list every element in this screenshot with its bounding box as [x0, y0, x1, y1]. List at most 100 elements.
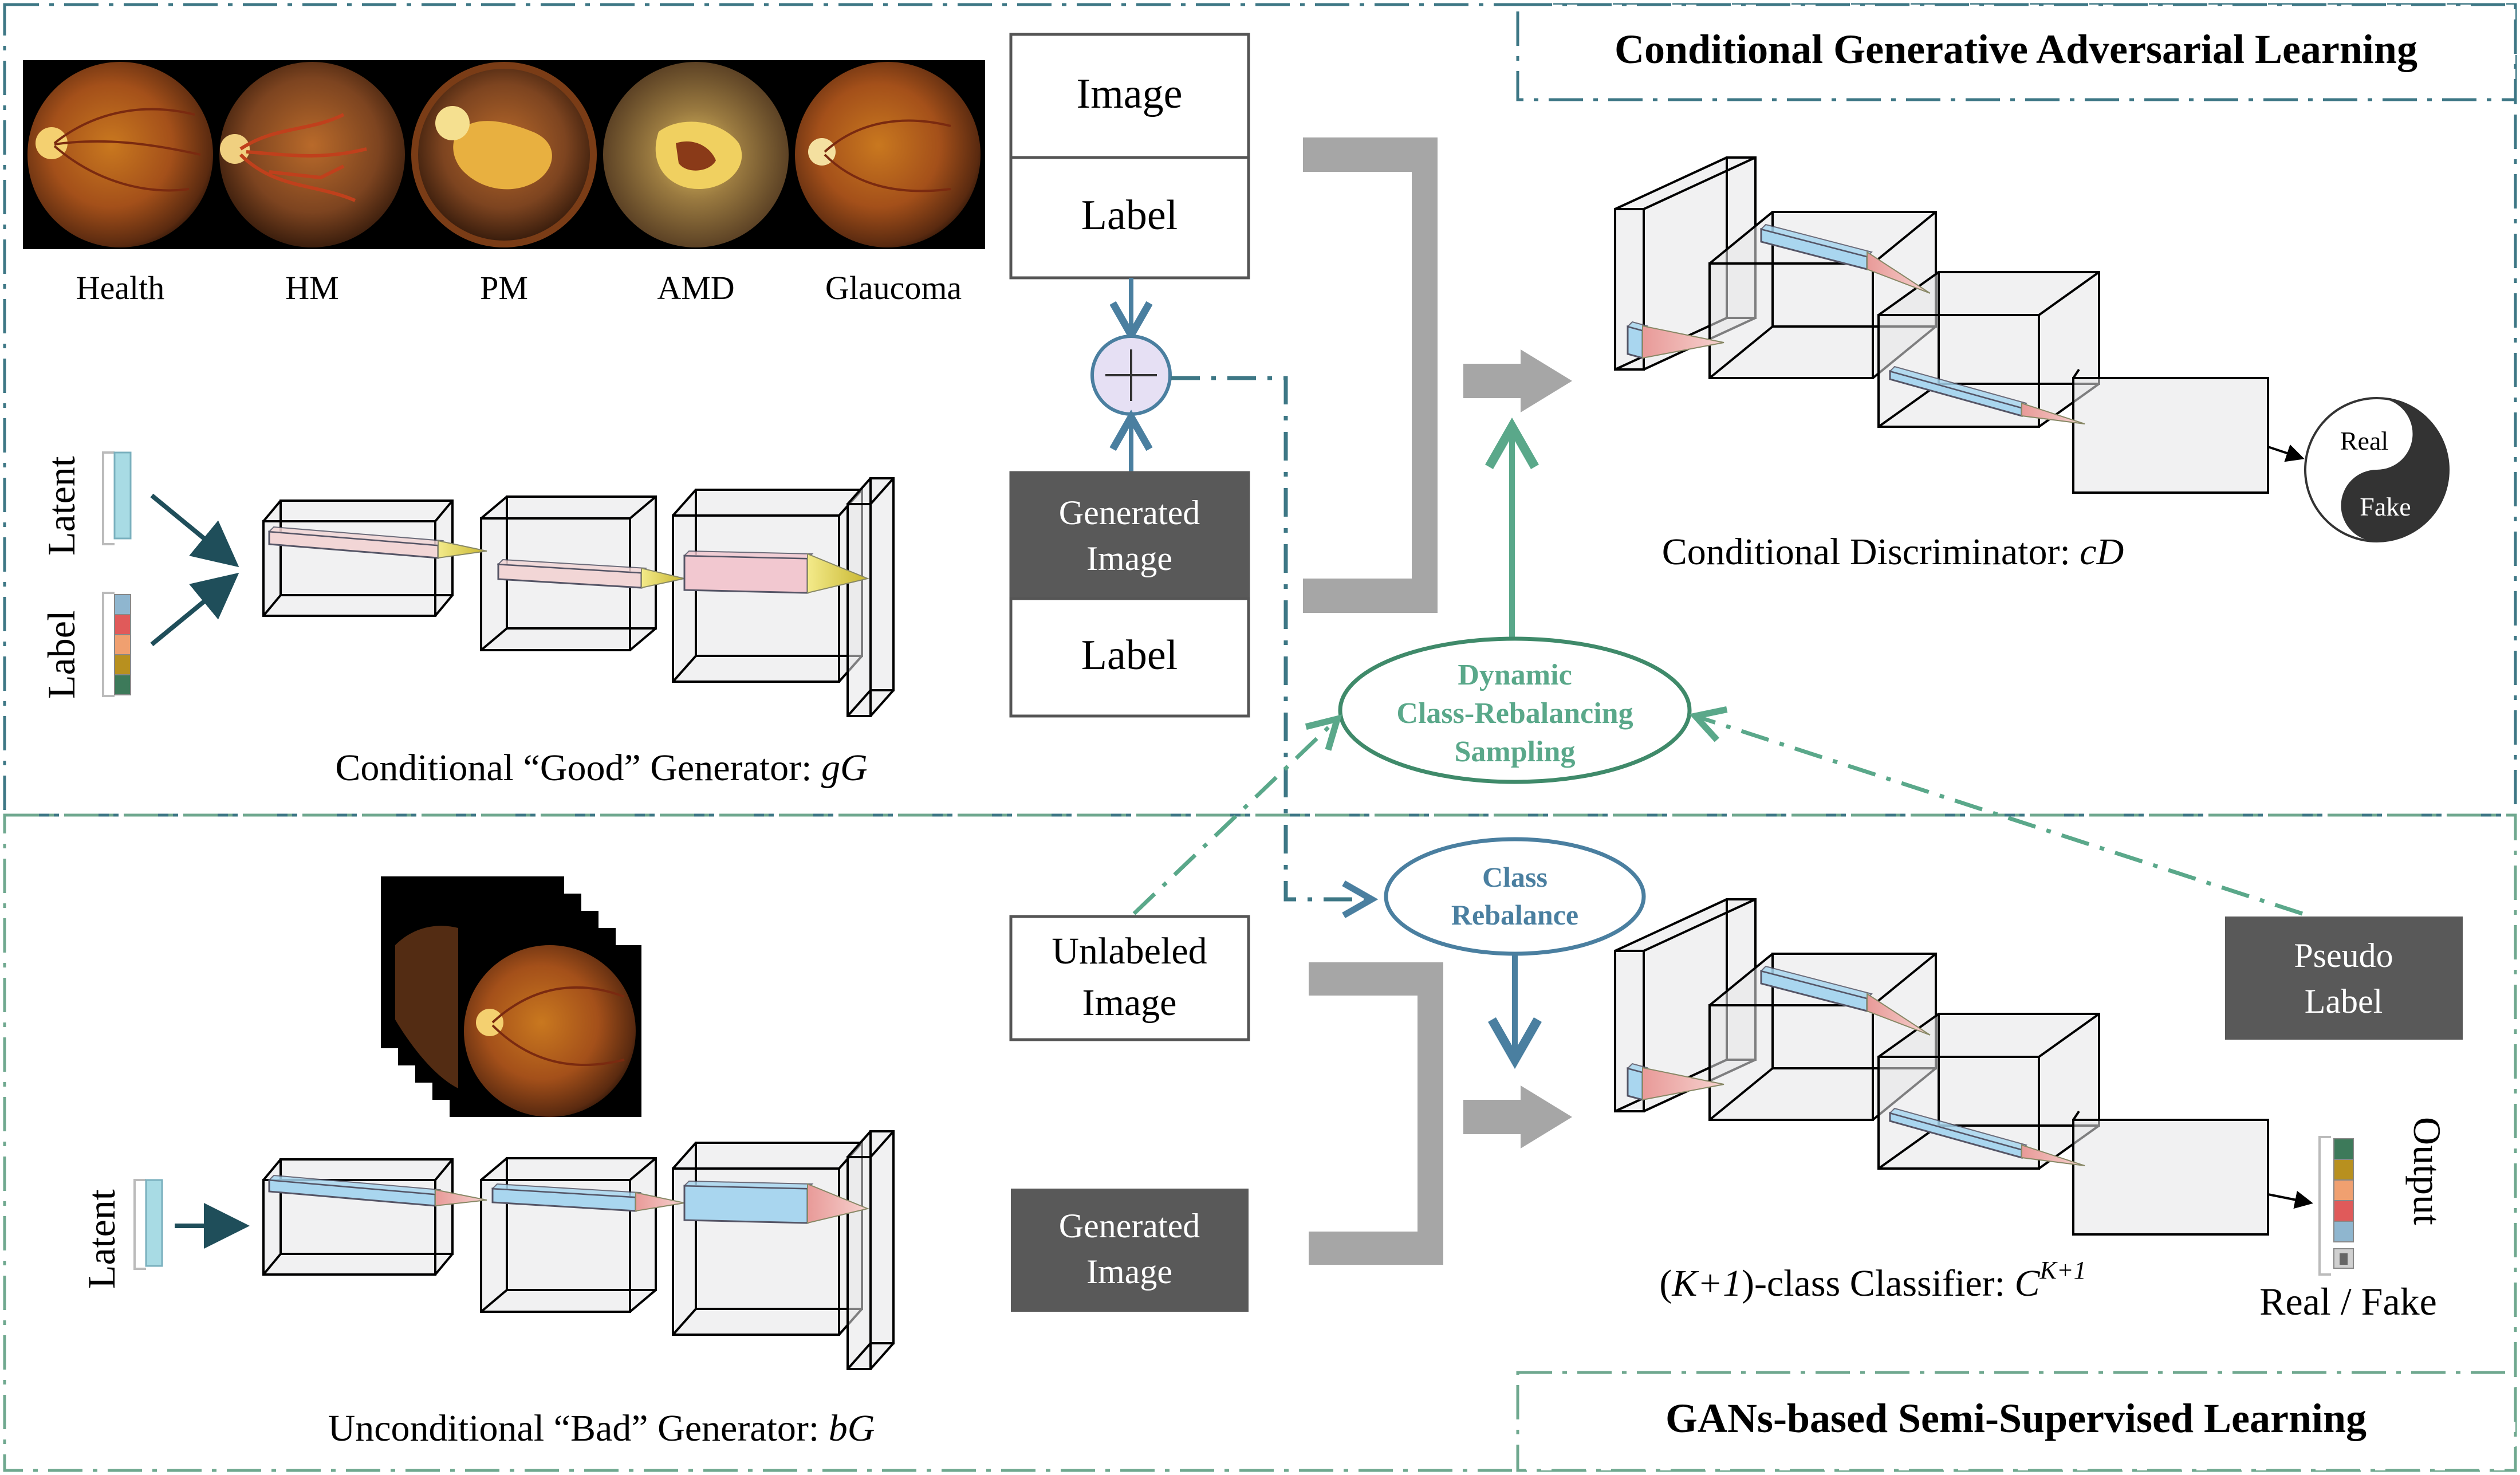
unlabeled-image-box: Unlabeled Image	[1009, 915, 1250, 1041]
disc-layer-4	[2072, 377, 2269, 494]
output-label: Output	[2405, 1117, 2449, 1225]
real-text: Real	[2340, 426, 2388, 455]
fundus-label-hm: HM	[285, 269, 338, 306]
disc-kernel-3	[1889, 1107, 2085, 1166]
fundus-health-image	[27, 62, 213, 247]
pseudo-to-sampling-link	[1689, 706, 2304, 916]
label-vector-cell	[114, 674, 131, 695]
dynamic-class-rebalancing-sampling: Dynamic Class-Rebalancing Sampling	[1338, 636, 1692, 784]
output-vector	[2333, 1138, 2354, 1242]
image-box	[1009, 33, 1250, 159]
label-box-top	[1009, 156, 1250, 280]
generated-image-text-2: Image	[1086, 540, 1172, 577]
real-fake-output-text: Real / Fake	[2259, 1280, 2437, 1323]
label-arrow	[150, 572, 239, 647]
pseudo-text-1: Pseudo	[2294, 937, 2393, 974]
bad-gen-kernel-1	[267, 1174, 487, 1207]
label-vector-cell	[114, 594, 131, 615]
output-vector-cell	[2333, 1221, 2354, 1242]
fundus-label-amd: AMD	[657, 269, 734, 306]
good-generator-inputs: Latent Label	[40, 451, 239, 699]
fundus-label-pm: PM	[480, 269, 528, 306]
disc-kernel-1	[1627, 321, 1724, 359]
generated-image-text-1: Generated	[1059, 494, 1200, 532]
good-generator-caption: Conditional “Good” Generator: gG	[335, 747, 867, 789]
top-gray-arrow	[1463, 349, 1572, 412]
label-box-bottom-text: Label	[1081, 632, 1178, 679]
bad-gen-kernel-2	[491, 1183, 685, 1212]
bottom-gray-arrow	[1463, 1085, 1572, 1148]
gen-layer-1	[262, 499, 454, 617]
k-plus-one-classifier	[1614, 898, 2269, 1236]
image-box-text: Image	[1077, 70, 1183, 117]
latent-vector-bottom	[145, 1179, 163, 1267]
latent-label: Latent	[40, 456, 83, 556]
output-vector-cell	[2333, 1179, 2354, 1201]
real-fake-yinyang: Real Fake	[2304, 397, 2450, 542]
bottom-section-frame	[3, 813, 2517, 1472]
fundus-hm-image	[219, 62, 405, 247]
generated-image-label-pair: Generated Image Label	[1009, 471, 1250, 718]
bad-generator-caption: Unconditional “Bad” Generator: bG	[328, 1407, 875, 1449]
output-vector-cell	[2333, 1200, 2354, 1222]
bad-generator	[262, 1130, 895, 1370]
fundus-labels: Health HM PM AMD Glaucoma	[76, 269, 962, 306]
fundus-pm-image	[411, 62, 597, 247]
generated2-text-2: Image	[1086, 1253, 1172, 1291]
top-merge-bracket	[1303, 137, 1572, 613]
gen-layer-4	[846, 477, 895, 717]
unlabeled-text-2: Image	[1082, 982, 1177, 1024]
concat-to-rebalance-link	[1171, 376, 1379, 918]
gen-kernel-1	[267, 526, 487, 559]
discriminator-caption: Conditional Discriminator: cD	[1662, 531, 2124, 573]
bottom-section-title: GANs-based Semi-Supervised Learning	[1665, 1395, 2367, 1441]
disc-layer-4	[2072, 1119, 2269, 1236]
fake-text: Fake	[2360, 492, 2411, 521]
bottom-title-box	[1516, 1371, 2517, 1472]
dynamic-text-1: Dynamic	[1458, 659, 1572, 691]
rebalance-text-1: Class	[1482, 861, 1548, 893]
classifier-caption: (K+1)-class Classifier: CK+1	[1659, 1256, 2086, 1304]
bad-gen-layer-3	[672, 1142, 863, 1336]
latent-bottom-label: Latent	[80, 1189, 123, 1289]
dynamic-text-3: Sampling	[1455, 735, 1576, 768]
label-vector-cell	[114, 614, 131, 635]
rebalance-text-2: Rebalance	[1451, 899, 1578, 931]
label-vector-cell	[114, 634, 131, 655]
disc-kernel-3	[1889, 365, 2085, 424]
unlabeled-to-sampling-link	[1132, 714, 1342, 915]
label-input-label: Label	[40, 610, 83, 699]
pseudo-label-box: Pseudo Label	[2225, 917, 2463, 1040]
label-vector-cell	[114, 654, 131, 675]
section-frames	[3, 3, 2517, 1472]
classifier-output: Output Real / Fake	[2259, 1117, 2449, 1323]
concat-operator	[1090, 335, 1172, 416]
generated-fundus-stack	[381, 876, 641, 1117]
gen-kernel-3	[683, 550, 870, 594]
disc-kernel-2	[1760, 965, 1931, 1036]
bad-generator-inputs: Latent	[80, 1179, 250, 1289]
output-vector-cell	[2333, 1159, 2354, 1181]
dynamic-text-2: Class-Rebalancing	[1396, 697, 1633, 730]
fundus-glaucoma-image	[795, 62, 981, 247]
disc-kernel-2	[1760, 223, 1931, 294]
pseudo-text-2: Label	[2305, 982, 2383, 1020]
generated2-text-1: Generated	[1059, 1207, 1200, 1245]
good-generator	[262, 477, 895, 717]
latent-arrow	[150, 493, 239, 568]
bad-gen-kernel-3	[683, 1180, 870, 1224]
generated-image-box-bottom: Generated Image	[1011, 1189, 1249, 1312]
fundus-amd-image	[603, 62, 789, 247]
label-box-top-text: Label	[1081, 192, 1178, 239]
unlabeled-text-1: Unlabeled	[1052, 930, 1207, 972]
conditional-discriminator	[1614, 156, 2269, 494]
top-title-box	[1516, 3, 2517, 101]
label-vector	[114, 594, 131, 695]
top-section-frame	[3, 3, 2517, 817]
generated-image-box	[1009, 471, 1250, 600]
fundus-label-glaucoma: Glaucoma	[825, 269, 962, 306]
disc-kernel-1	[1627, 1063, 1724, 1101]
bad-gen-layer-4	[846, 1130, 895, 1370]
label-box-bottom	[1009, 597, 1250, 718]
